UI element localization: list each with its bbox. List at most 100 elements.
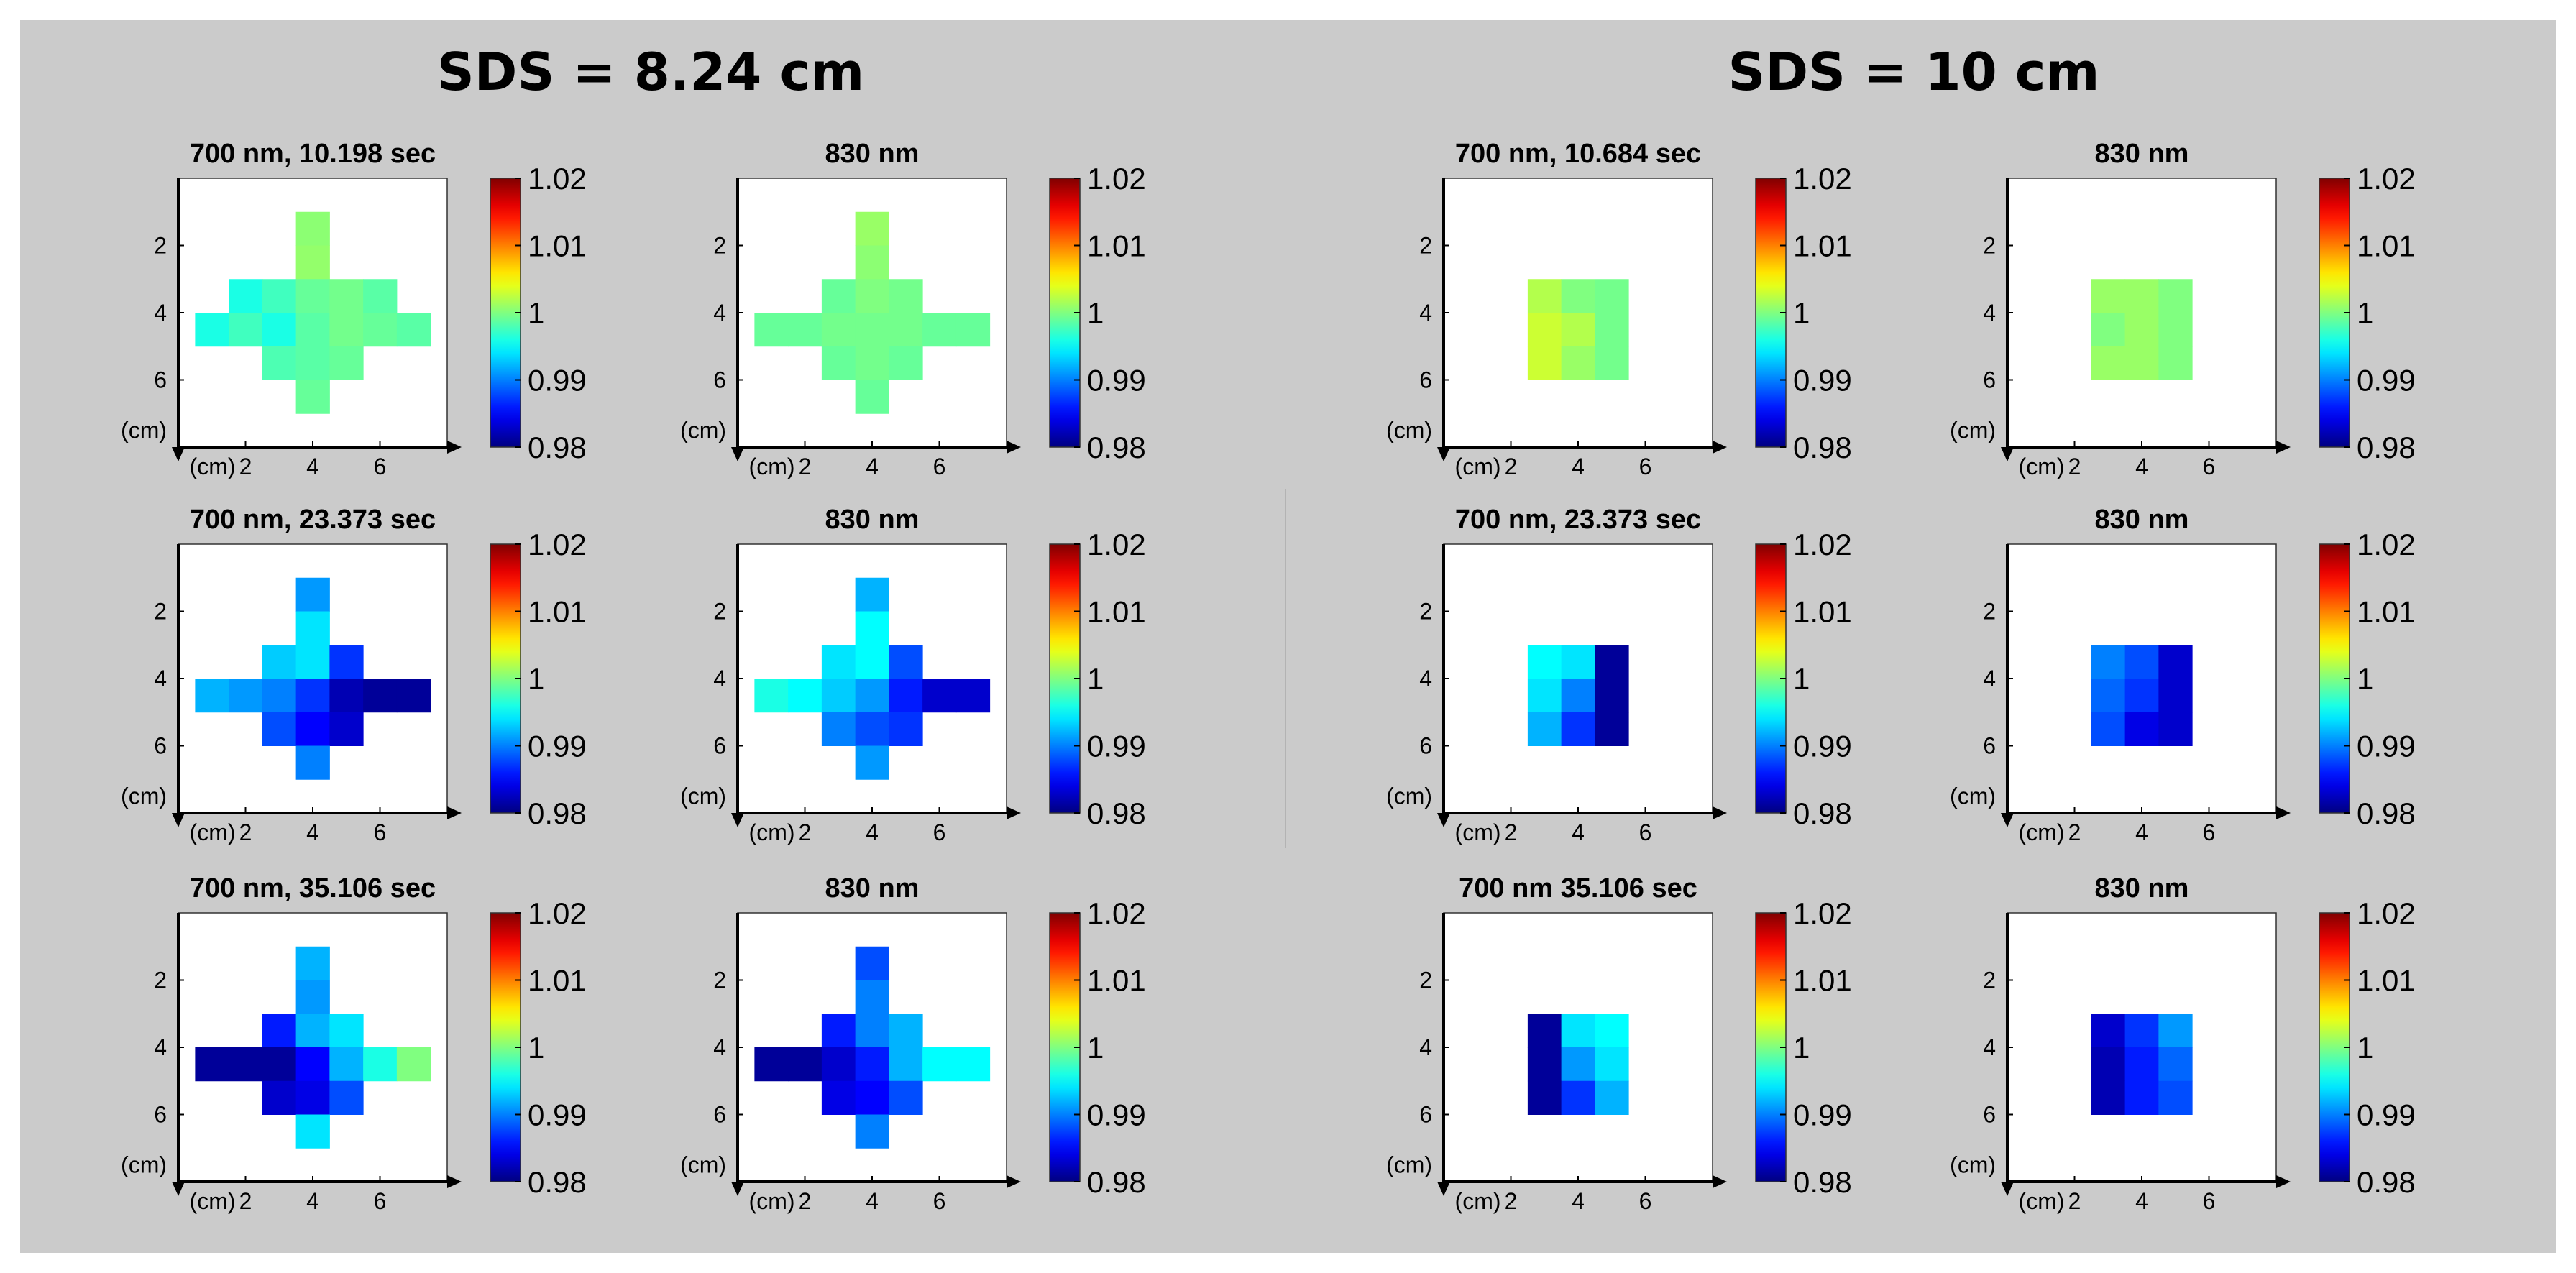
heatmap-cell (1527, 1080, 1562, 1115)
heatmap-cell (2158, 1014, 2193, 1048)
heatmap-cell (889, 313, 923, 347)
colorbar-tick-label: 1.02 (1793, 528, 1852, 561)
heatmap-cell (295, 611, 330, 645)
panel-title: 830 nm (2095, 505, 2189, 535)
x-tick-label: 4 (866, 454, 879, 479)
heatmap-cell (195, 1047, 229, 1082)
colorbar-tick-label: 1.01 (528, 964, 587, 998)
heatmap-cell (329, 1080, 364, 1115)
heatmap-cell (1595, 313, 1629, 347)
heatmap-cell (821, 346, 856, 380)
y-axis-arrow (1437, 1182, 1450, 1196)
colorbar-tick-label: 1.02 (1793, 162, 1852, 196)
heatmap-cell (295, 1114, 330, 1149)
colorbar-tick-label: 1 (2357, 662, 2373, 696)
heatmap-cell (788, 1047, 822, 1082)
heatmap-cell (855, 645, 889, 679)
colorbar-tick-label: 0.98 (528, 431, 587, 464)
heatmap-cell (295, 980, 330, 1014)
heatmap-cell (363, 279, 398, 313)
colorbar-tick-label: 1 (2357, 296, 2373, 330)
heatmap-cell (2158, 645, 2193, 679)
y-axis-arrow (2001, 813, 2014, 827)
heatmap-cell (329, 712, 364, 746)
colorbar-tick-label: 0.98 (2357, 1165, 2416, 1199)
heatmap-cell (329, 1047, 364, 1082)
heatmap-cell (363, 679, 398, 713)
heatmap-cell (889, 1047, 923, 1082)
heatmap-cell (295, 1080, 330, 1115)
heatmap-cell (922, 679, 957, 713)
x-axis-arrow (447, 806, 462, 819)
heatmap-cell (295, 679, 330, 713)
x-tick-label: 2 (2068, 454, 2081, 479)
heatmap-cell (1561, 346, 1595, 380)
y-tick-label: 4 (713, 666, 726, 691)
heatmap-cell (2091, 346, 2126, 380)
heatmap-cell (821, 1047, 856, 1082)
heatmap-cell (295, 946, 330, 980)
heatmap-cell (754, 679, 789, 713)
heatmap-cell (821, 313, 856, 347)
y-tick-label: 6 (713, 1102, 726, 1128)
heatmap-cell (1527, 1047, 1562, 1082)
heatmap-cell (855, 313, 889, 347)
y-tick-label: 4 (154, 666, 167, 691)
y-axis-unit: (cm) (121, 418, 167, 444)
heatmap-cell (821, 279, 856, 313)
heatmap-cell (1561, 679, 1595, 713)
colorbar-tick-label: 1.01 (1793, 964, 1852, 998)
heatmap-cell (889, 1014, 923, 1048)
heatmap-cell (855, 946, 889, 980)
heatmap-cell (821, 1014, 856, 1048)
x-tick-label: 6 (2203, 454, 2216, 479)
y-tick-label: 6 (154, 733, 167, 759)
y-axis-arrow (2001, 447, 2014, 461)
heatmap-cell (2091, 313, 2126, 347)
y-tick-label: 4 (1419, 300, 1432, 326)
heatmap-cell (329, 313, 364, 347)
x-tick-label: 2 (1505, 1188, 1518, 1214)
y-tick-label: 6 (713, 367, 726, 393)
y-axis-unit: (cm) (1386, 783, 1432, 809)
x-tick-label: 2 (2068, 819, 2081, 845)
x-axis-unit: (cm) (2019, 1188, 2065, 1214)
y-axis-unit: (cm) (1950, 1152, 1996, 1178)
heatmap-cell (1527, 279, 1562, 313)
heatmap-cell (295, 645, 330, 679)
colorbar-tick-label: 1.01 (1087, 229, 1146, 263)
y-axis-arrow (731, 813, 744, 827)
y-axis-unit: (cm) (1950, 783, 1996, 809)
colorbar-tick-label: 1 (1087, 296, 1104, 330)
colorbar-tick-label: 1.01 (528, 595, 587, 629)
heatmap-cell (2124, 1047, 2159, 1082)
colorbar-tick-label: 0.98 (1087, 1165, 1146, 1199)
y-tick-label: 2 (713, 599, 726, 625)
heatmap-cell (295, 346, 330, 380)
heatmap-cell (1561, 313, 1595, 347)
y-tick-label: 2 (154, 233, 167, 259)
y-axis-arrow (731, 1182, 744, 1196)
heatmap-cell (262, 1014, 297, 1048)
colorbar-tick-label: 0.98 (2357, 796, 2416, 830)
heatmap-cell (295, 211, 330, 246)
heatmap-cell (955, 313, 991, 347)
colorbar-tick-label: 1.02 (2357, 528, 2416, 561)
heatmap-cell (363, 313, 398, 347)
colorbar-tick-label: 1 (528, 662, 544, 696)
heatmap-cell (229, 1047, 263, 1082)
x-axis-unit: (cm) (2019, 454, 2065, 479)
y-tick-label: 2 (1419, 233, 1432, 259)
y-axis-arrow (172, 813, 185, 827)
heatmap-cell (821, 712, 856, 746)
y-tick-label: 6 (713, 733, 726, 759)
y-tick-label: 2 (713, 233, 726, 259)
colorbar-tick-label: 0.99 (1087, 364, 1146, 397)
